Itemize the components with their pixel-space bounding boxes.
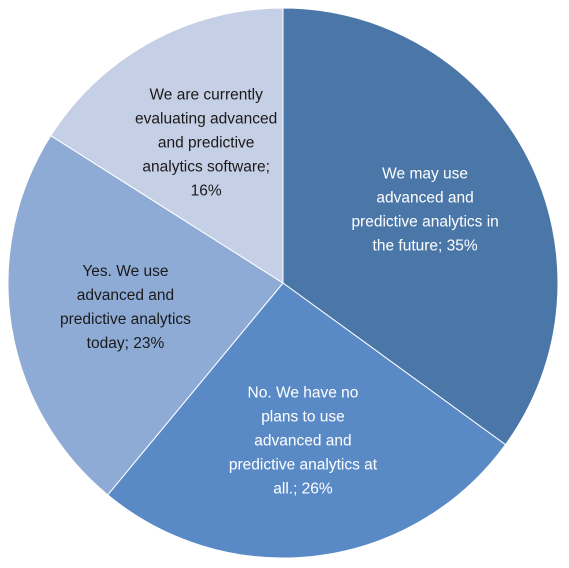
label-line: analytics software; — [142, 158, 270, 175]
label-line: predictive analytics in — [351, 214, 498, 231]
label-line: We are currently — [149, 86, 263, 103]
data-label: We may use advanced and predictive analyti… — [351, 166, 498, 255]
label-line: Yes. We use — [82, 263, 168, 280]
label-line: We may use — [382, 166, 468, 183]
pie-slice — [107, 282, 507, 559]
label-line: all.; 26% — [273, 480, 333, 497]
pie-slice — [50, 7, 284, 284]
data-label: No. We have no plans to use advanced and pr… — [229, 384, 378, 497]
label-line: predictive analytics — [60, 311, 191, 328]
label-line: evaluating advanced — [135, 110, 277, 127]
label-line: No. We have no — [248, 384, 359, 401]
pie-slice — [282, 7, 559, 446]
label-line: the future; 35% — [373, 238, 478, 255]
pie-slice — [7, 134, 284, 496]
label-line: and predictive — [158, 134, 255, 151]
label-line: plans to use — [261, 408, 345, 425]
data-label: Yes. We use advanced and predictive analyt… — [60, 263, 191, 352]
label-line: predictive analytics at — [229, 456, 378, 473]
label-line: today; 23% — [87, 335, 165, 352]
label-line: advanced and — [376, 190, 473, 207]
data-label: We are currently evaluating advanced and p… — [135, 86, 277, 199]
label-line: 16% — [191, 182, 222, 199]
label-line: advanced and — [77, 287, 174, 304]
label-line: advanced and — [254, 432, 351, 449]
